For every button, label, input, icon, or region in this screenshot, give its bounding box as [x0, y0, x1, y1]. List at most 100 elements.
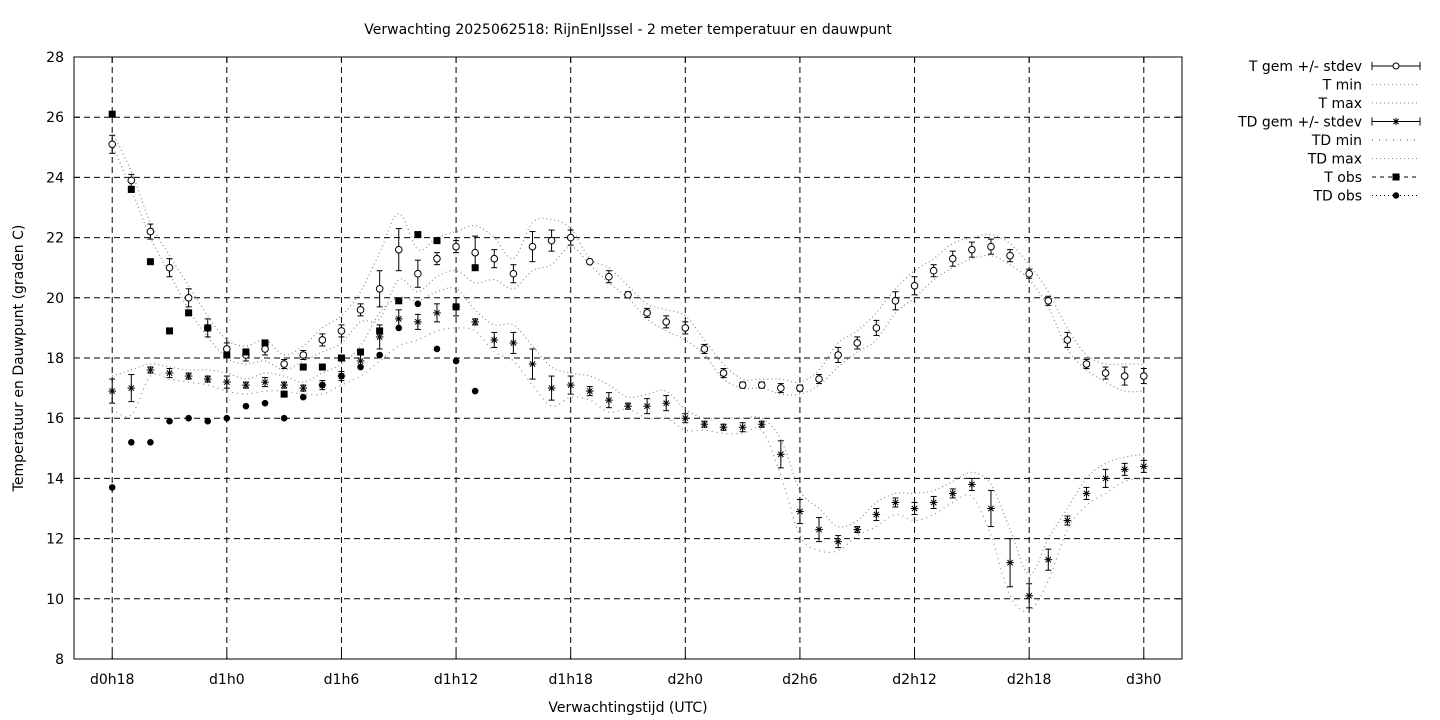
y-tick-label: 12: [46, 532, 64, 548]
td-mean-point: [643, 402, 651, 410]
legend-label: T max: [1317, 96, 1362, 112]
legend-star-icon: [1392, 117, 1400, 126]
td-mean-point: [1025, 591, 1033, 600]
y-tick-label: 26: [46, 110, 64, 126]
td-mean-point: [910, 504, 919, 513]
t-obs-point: [452, 303, 460, 311]
td-obs-point: [471, 387, 479, 395]
td-obs-point: [223, 414, 231, 422]
td-mean-point: [662, 399, 671, 407]
y-tick-label: 10: [46, 592, 64, 608]
td-mean-point: [987, 504, 995, 513]
x-tick-label: d1h6: [324, 672, 360, 688]
legend-swatch: [1372, 192, 1420, 199]
min-max-bands: [111, 132, 1144, 612]
t-obs-point: [108, 110, 116, 118]
t-mean-point: [433, 254, 441, 263]
td-mean-point: [929, 498, 938, 507]
legend: T gem +/- stdev T min T max TD gem +/- stde…: [1237, 59, 1421, 205]
td-mean-point: [223, 378, 231, 386]
td-mean-point: [757, 420, 766, 429]
td-mean-point: [433, 309, 441, 317]
t-obs-point: [280, 390, 288, 398]
t-mean-point: [471, 248, 479, 257]
td-obs-point: [299, 393, 307, 401]
t-obs-point: [204, 324, 212, 332]
legend-label: T min: [1322, 78, 1362, 94]
t-mean-point: [643, 309, 651, 317]
t-mean-point: [394, 245, 403, 254]
t-mean-point: [1025, 269, 1033, 278]
td-obs-point: [319, 381, 326, 389]
td-mean-point: [585, 387, 594, 395]
td-mean-point: [796, 507, 804, 516]
t-mean-point: [757, 381, 766, 389]
td-mean-point: [1006, 558, 1014, 567]
t-mean-point: [1101, 369, 1110, 377]
t-mean-point: [1082, 360, 1091, 368]
td-obs-point: [166, 417, 173, 425]
td-mean-point: [242, 381, 250, 389]
t-mean-point: [223, 345, 231, 353]
legend-label: TD gem +/- stdev: [1237, 115, 1362, 131]
t-mean-point: [681, 324, 690, 332]
x-tick-label: d2h12: [892, 672, 936, 688]
td-mean-point: [872, 510, 881, 519]
legend-label: T gem +/- stdev: [1248, 59, 1362, 75]
t-mean-point: [929, 266, 938, 275]
y-tick-label: 8: [55, 652, 64, 668]
t-mean-point: [490, 254, 499, 263]
td-obs-point: [433, 345, 441, 353]
t-mean-point: [299, 351, 308, 359]
td-mean-point: [528, 360, 537, 368]
td-mean-point: [853, 525, 862, 534]
td-mean-point: [127, 384, 136, 392]
t-mean-point: [777, 384, 785, 392]
t-mean-point: [1006, 251, 1014, 260]
t-mean-point: [872, 324, 881, 332]
y-tick-label: 14: [46, 471, 64, 487]
td-mean-point: [700, 420, 709, 429]
x-tick-label: d2h18: [1007, 672, 1051, 688]
td-mean-point: [1139, 462, 1148, 471]
td-mean-point: [624, 402, 632, 410]
t-obs-point: [261, 339, 269, 347]
td-obs-point: [414, 300, 422, 308]
t-obs-point: [223, 351, 231, 359]
td-mean-point: [1044, 555, 1053, 564]
td-mean-point: [261, 378, 269, 386]
td-min-line: [111, 327, 1144, 612]
x-axis-ticks: d0h18 d1h0 d1h6 d1h12 d1h18 d2h0 d2h6 d2h12 d2h1…: [90, 57, 1162, 688]
t-mean-point: [834, 351, 842, 359]
x-tick-label: d2h0: [668, 672, 704, 688]
t-obs-point: [299, 363, 307, 371]
t-obs-point: [433, 237, 441, 245]
td-obs-point: [108, 484, 116, 491]
t-mean-point: [547, 236, 556, 245]
t-mean-point: [719, 369, 728, 377]
x-tick-label: d1h12: [434, 672, 478, 688]
td-obs-point: [242, 402, 250, 410]
td-mean-point: [1120, 465, 1129, 474]
td-mean-point: [184, 372, 193, 380]
td-obs-point: [338, 372, 345, 380]
td-obs-point: [261, 399, 269, 407]
t-mean-point: [318, 336, 327, 344]
t-mean-point: [605, 272, 613, 281]
t-min-line: [111, 144, 1144, 396]
t-obs-point: [395, 297, 403, 305]
y-tick-label: 16: [46, 411, 64, 427]
t-obs-point: [166, 327, 174, 335]
td-mean-point: [471, 318, 479, 326]
t-obs-point: [185, 309, 193, 317]
t-mean-point: [280, 360, 288, 368]
t-mean-point: [1063, 336, 1072, 344]
chart-title: Verwachting 2025062518: RijnEnIJssel - 2…: [364, 22, 892, 38]
x-tick-label: d0h18: [90, 672, 134, 688]
t-mean-point: [108, 140, 117, 149]
t-mean-point: [968, 245, 976, 254]
t-obs-point: [357, 348, 365, 356]
td-mean-point: [948, 489, 957, 498]
td-mean-point: [1063, 516, 1072, 525]
